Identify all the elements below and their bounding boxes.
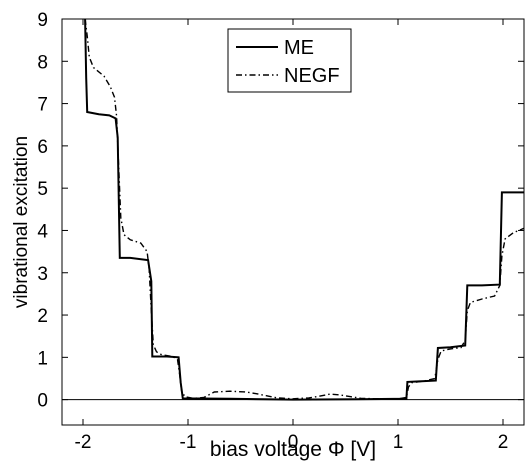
legend-box — [227, 28, 352, 93]
y-tick-label: 8 — [37, 52, 48, 73]
y-tick-label: 2 — [37, 306, 48, 327]
y-axis-label: vibrational excitation — [11, 136, 32, 308]
x-tick-label: -2 — [75, 432, 92, 453]
y-tick-label: 6 — [37, 137, 48, 158]
y-tick-label: 7 — [37, 95, 48, 116]
x-axis-label: bias voltage Φ [V] — [210, 438, 376, 461]
legend-label-negf: NEGF — [284, 65, 340, 87]
y-tick-label: 3 — [37, 264, 48, 285]
x-tick-label: 0 — [288, 432, 299, 453]
x-tick-label: 2 — [498, 432, 509, 453]
series-line-me — [84, 19, 524, 401]
y-tick-label: 0 — [37, 391, 48, 412]
y-tick-label: 4 — [37, 221, 48, 242]
legend: ME NEGF — [227, 28, 352, 93]
y-tick-label: 9 — [37, 10, 48, 31]
series-line-negf — [84, 19, 524, 400]
y-tick-label: 1 — [37, 348, 48, 369]
x-tick-label: -1 — [180, 432, 197, 453]
x-tick-label: 1 — [393, 432, 404, 453]
y-tick-label: 5 — [37, 179, 48, 200]
legend-label-me: ME — [284, 37, 314, 59]
